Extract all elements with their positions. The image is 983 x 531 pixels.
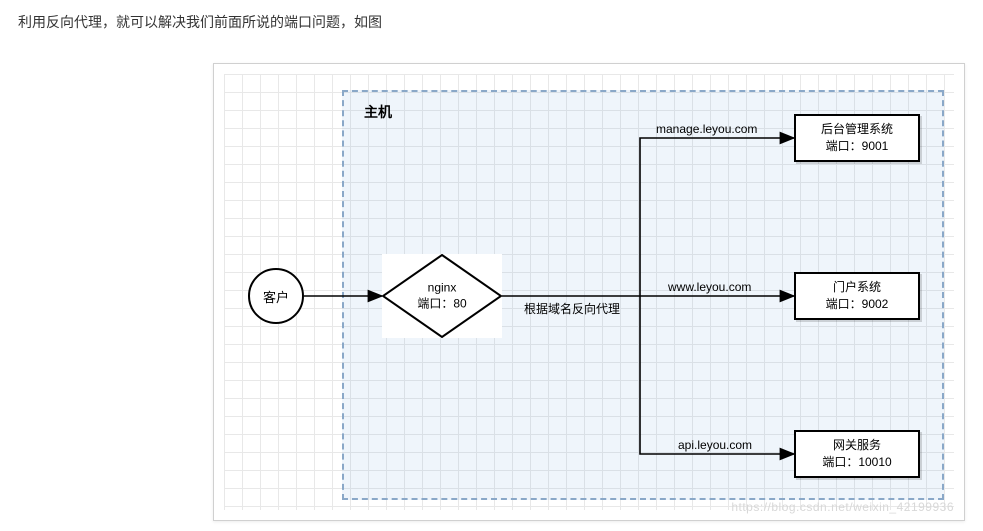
diagram-canvas: 主机 客户 nginx 端口：80 后台管理系统 端口：9001 门户系统 端口… bbox=[224, 74, 954, 510]
nginx-line2: 端口：80 bbox=[382, 296, 502, 312]
svc2-line1: 门户系统 bbox=[833, 279, 881, 296]
edge-label: 根据域名反向代理 bbox=[524, 300, 620, 317]
service-backend: 后台管理系统 端口：9001 bbox=[794, 114, 920, 162]
intro-text: 利用反向代理，就可以解决我们前面所说的端口问题，如图 bbox=[18, 12, 382, 32]
svc2-line2: 端口：9002 bbox=[826, 296, 889, 313]
edge-label: manage.leyou.com bbox=[656, 122, 757, 136]
diagram-container: 主机 客户 nginx 端口：80 后台管理系统 端口：9001 门户系统 端口… bbox=[213, 63, 965, 521]
edge-label: api.leyou.com bbox=[678, 438, 752, 452]
svc3-line2: 端口：10010 bbox=[822, 454, 891, 471]
client-label: 客户 bbox=[263, 287, 289, 306]
service-portal: 门户系统 端口：9002 bbox=[794, 272, 920, 320]
nginx-label: nginx 端口：80 bbox=[382, 280, 502, 311]
svc3-line1: 网关服务 bbox=[833, 437, 881, 454]
svc1-line1: 后台管理系统 bbox=[821, 121, 893, 138]
watermark: https://blog.csdn.net/weixin_42199936 bbox=[731, 500, 954, 514]
svc1-line2: 端口：9001 bbox=[826, 138, 889, 155]
edge-label: www.leyou.com bbox=[668, 280, 751, 294]
nginx-node: nginx 端口：80 bbox=[382, 254, 502, 338]
client-node: 客户 bbox=[248, 268, 304, 324]
nginx-line1: nginx bbox=[382, 280, 502, 296]
service-gateway: 网关服务 端口：10010 bbox=[794, 430, 920, 478]
